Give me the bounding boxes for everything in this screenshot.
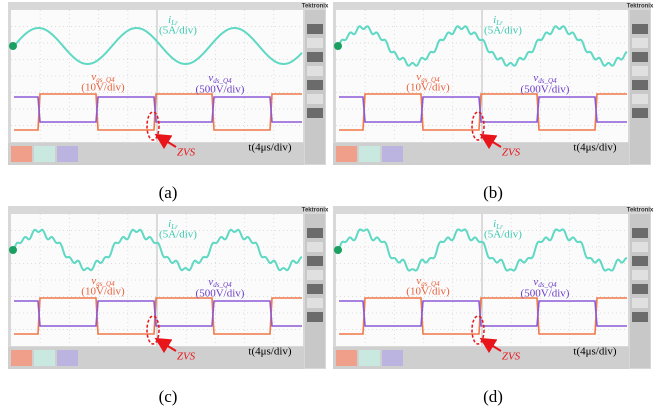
channel-box bbox=[57, 350, 78, 366]
current-scale: (5A/div) bbox=[484, 229, 522, 241]
gate-scale: (10V/div) bbox=[406, 286, 450, 298]
time-scale: t(4μs/div) bbox=[573, 346, 617, 358]
zvs-label: ZVS bbox=[502, 147, 521, 159]
menu-button bbox=[632, 80, 648, 90]
caption: (a) bbox=[159, 183, 178, 202]
gate-scale: (10V/div) bbox=[81, 286, 125, 298]
scope-panel: TektronixiLr(5A/div)vgs_Q4(10V/div)vds_Q… bbox=[333, 206, 654, 406]
scope-panel: TektronixiLr(5A/div)vgs_Q4(10V/div)vds_Q… bbox=[333, 2, 654, 202]
channel-box bbox=[34, 146, 55, 162]
caption: (d) bbox=[483, 387, 503, 406]
current-scale: (5A/div) bbox=[159, 25, 197, 37]
menu-button bbox=[632, 270, 648, 280]
ch-marker bbox=[9, 246, 17, 254]
gate-scale: (10V/div) bbox=[406, 82, 450, 94]
ch-marker bbox=[334, 246, 342, 254]
drain-scale: (500V/div) bbox=[521, 288, 570, 300]
menu-button bbox=[632, 228, 648, 238]
drain-scale: (500V/div) bbox=[196, 84, 245, 96]
channel-box bbox=[34, 350, 55, 366]
channel-box bbox=[359, 146, 380, 162]
menu-button bbox=[632, 52, 648, 62]
time-scale: t(4μs/div) bbox=[248, 142, 292, 154]
menu-button bbox=[307, 108, 323, 118]
channel-box bbox=[11, 350, 32, 366]
menu-button bbox=[632, 256, 648, 266]
channel-box bbox=[336, 350, 357, 366]
channel-box bbox=[359, 350, 380, 366]
time-scale: t(4μs/div) bbox=[248, 346, 292, 358]
menu-button bbox=[632, 242, 648, 252]
menu-button bbox=[307, 284, 323, 294]
menu-button bbox=[632, 38, 648, 48]
scope-panel: TektronixiLr(5A/div)vgs_Q4(10V/div)vds_Q… bbox=[8, 2, 329, 202]
brand: Tektronix bbox=[627, 208, 654, 214]
menu-button bbox=[307, 52, 323, 62]
ch-marker bbox=[9, 42, 17, 50]
menu-button bbox=[307, 256, 323, 266]
brand: Tektronix bbox=[302, 208, 329, 214]
current-scale: (5A/div) bbox=[484, 25, 522, 37]
menu-button bbox=[307, 38, 323, 48]
menu-button bbox=[307, 242, 323, 252]
drain-scale: (500V/div) bbox=[521, 84, 570, 96]
zvs-label: ZVS bbox=[177, 351, 196, 363]
menu-button bbox=[632, 298, 648, 308]
caption: (b) bbox=[483, 183, 503, 202]
drain-scale: (500V/div) bbox=[196, 288, 245, 300]
menu-button bbox=[632, 94, 648, 104]
scope-panel: TektronixiLr(5A/div)vgs_Q4(10V/div)vds_Q… bbox=[8, 206, 329, 406]
menu-button bbox=[632, 24, 648, 34]
gate-scale: (10V/div) bbox=[81, 82, 125, 94]
zvs-label: ZVS bbox=[177, 147, 196, 159]
menu-button bbox=[307, 24, 323, 34]
menu-button bbox=[307, 228, 323, 238]
menu-button bbox=[307, 94, 323, 104]
menu-button bbox=[632, 108, 648, 118]
menu-button bbox=[307, 66, 323, 76]
channel-box bbox=[382, 146, 403, 162]
page: {"panels": [ {"caption": "(a)", "brand":… bbox=[0, 0, 657, 419]
brand: Tektronix bbox=[627, 4, 654, 10]
menu-button bbox=[307, 270, 323, 280]
time-scale: t(4μs/div) bbox=[573, 142, 617, 154]
menu-button bbox=[307, 80, 323, 90]
caption: (c) bbox=[159, 387, 178, 406]
menu-button bbox=[307, 298, 323, 308]
current-scale: (5A/div) bbox=[159, 229, 197, 241]
menu-button bbox=[632, 284, 648, 294]
menu-button bbox=[632, 66, 648, 76]
zvs-label: ZVS bbox=[502, 351, 521, 363]
channel-box bbox=[336, 146, 357, 162]
channel-box bbox=[382, 350, 403, 366]
ch-marker bbox=[334, 42, 342, 50]
brand: Tektronix bbox=[302, 4, 329, 10]
menu-button bbox=[632, 312, 648, 322]
menu-button bbox=[307, 312, 323, 322]
channel-box bbox=[57, 146, 78, 162]
figure: TektronixiLr(5A/div)vgs_Q4(10V/div)vds_Q… bbox=[0, 0, 657, 419]
channel-box bbox=[11, 146, 32, 162]
